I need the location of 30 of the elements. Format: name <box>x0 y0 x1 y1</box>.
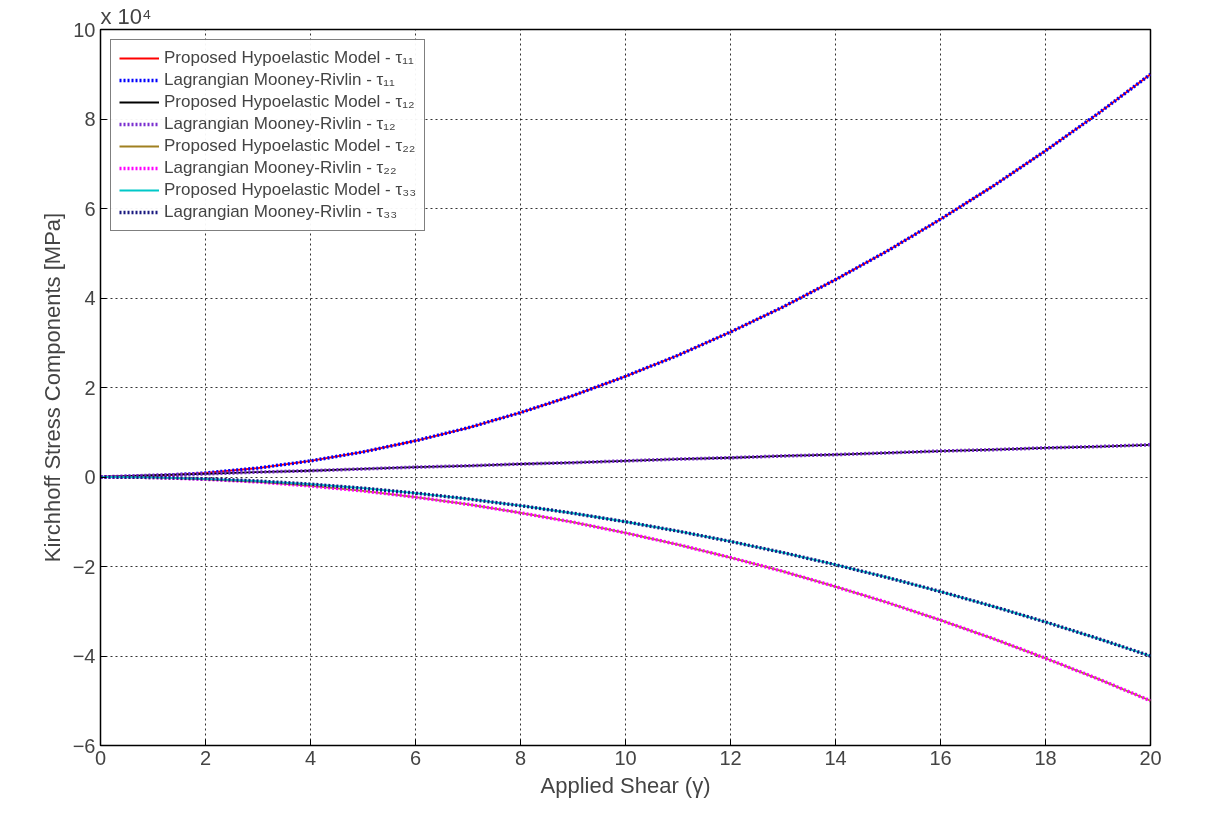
x-tick-label: 20 <box>1139 746 1162 769</box>
x-axis-title: Applied Shear (γ) <box>540 772 711 798</box>
legend-label: Lagrangian Mooney-Rivlin - τ₃₃ <box>164 202 398 222</box>
x-tick-label: 16 <box>929 746 952 769</box>
legend-label: Proposed Hypoelastic Model - τ₁₂ <box>164 92 415 112</box>
legend-label: Proposed Hypoelastic Model - τ₁₁ <box>164 48 414 68</box>
y-tick-label: −2 <box>72 555 96 578</box>
x-tick-label: 10 <box>614 746 637 769</box>
y-tick-label: −4 <box>72 645 96 667</box>
y-tick-label: 8 <box>84 108 96 130</box>
y-tick-label: 2 <box>84 376 96 399</box>
y-tick-label: 6 <box>84 197 96 220</box>
y-tick-label: −6 <box>72 734 96 757</box>
x-tick-label: 14 <box>824 746 847 769</box>
legend-label: Lagrangian Mooney-Rivlin - τ₁₂ <box>164 114 396 134</box>
x-tick-label: 12 <box>719 746 742 769</box>
y-tick-label: 4 <box>84 287 96 309</box>
y-axis-title: Kirchhoff Stress Components [MPa] <box>39 212 65 563</box>
x-tick-label: 2 <box>199 746 212 769</box>
legend-label: Lagrangian Mooney-Rivlin - τ₁₁ <box>164 70 395 90</box>
y-tick-label: 10 <box>73 18 96 41</box>
x-tick-label: 4 <box>304 746 317 769</box>
text: x 10⁴ <box>100 3 152 29</box>
legend-label: Lagrangian Mooney-Rivlin - τ₂₂ <box>164 158 397 178</box>
x-tick-label: 8 <box>514 746 527 769</box>
legend-label: Proposed Hypoelastic Model - τ₃₃ <box>164 180 417 200</box>
x-tick-label: 6 <box>409 746 422 769</box>
legend-label: Proposed Hypoelastic Model - τ₂₂ <box>164 136 416 156</box>
x-tick-label: 18 <box>1034 746 1057 769</box>
y-tick-label: 0 <box>84 466 96 488</box>
